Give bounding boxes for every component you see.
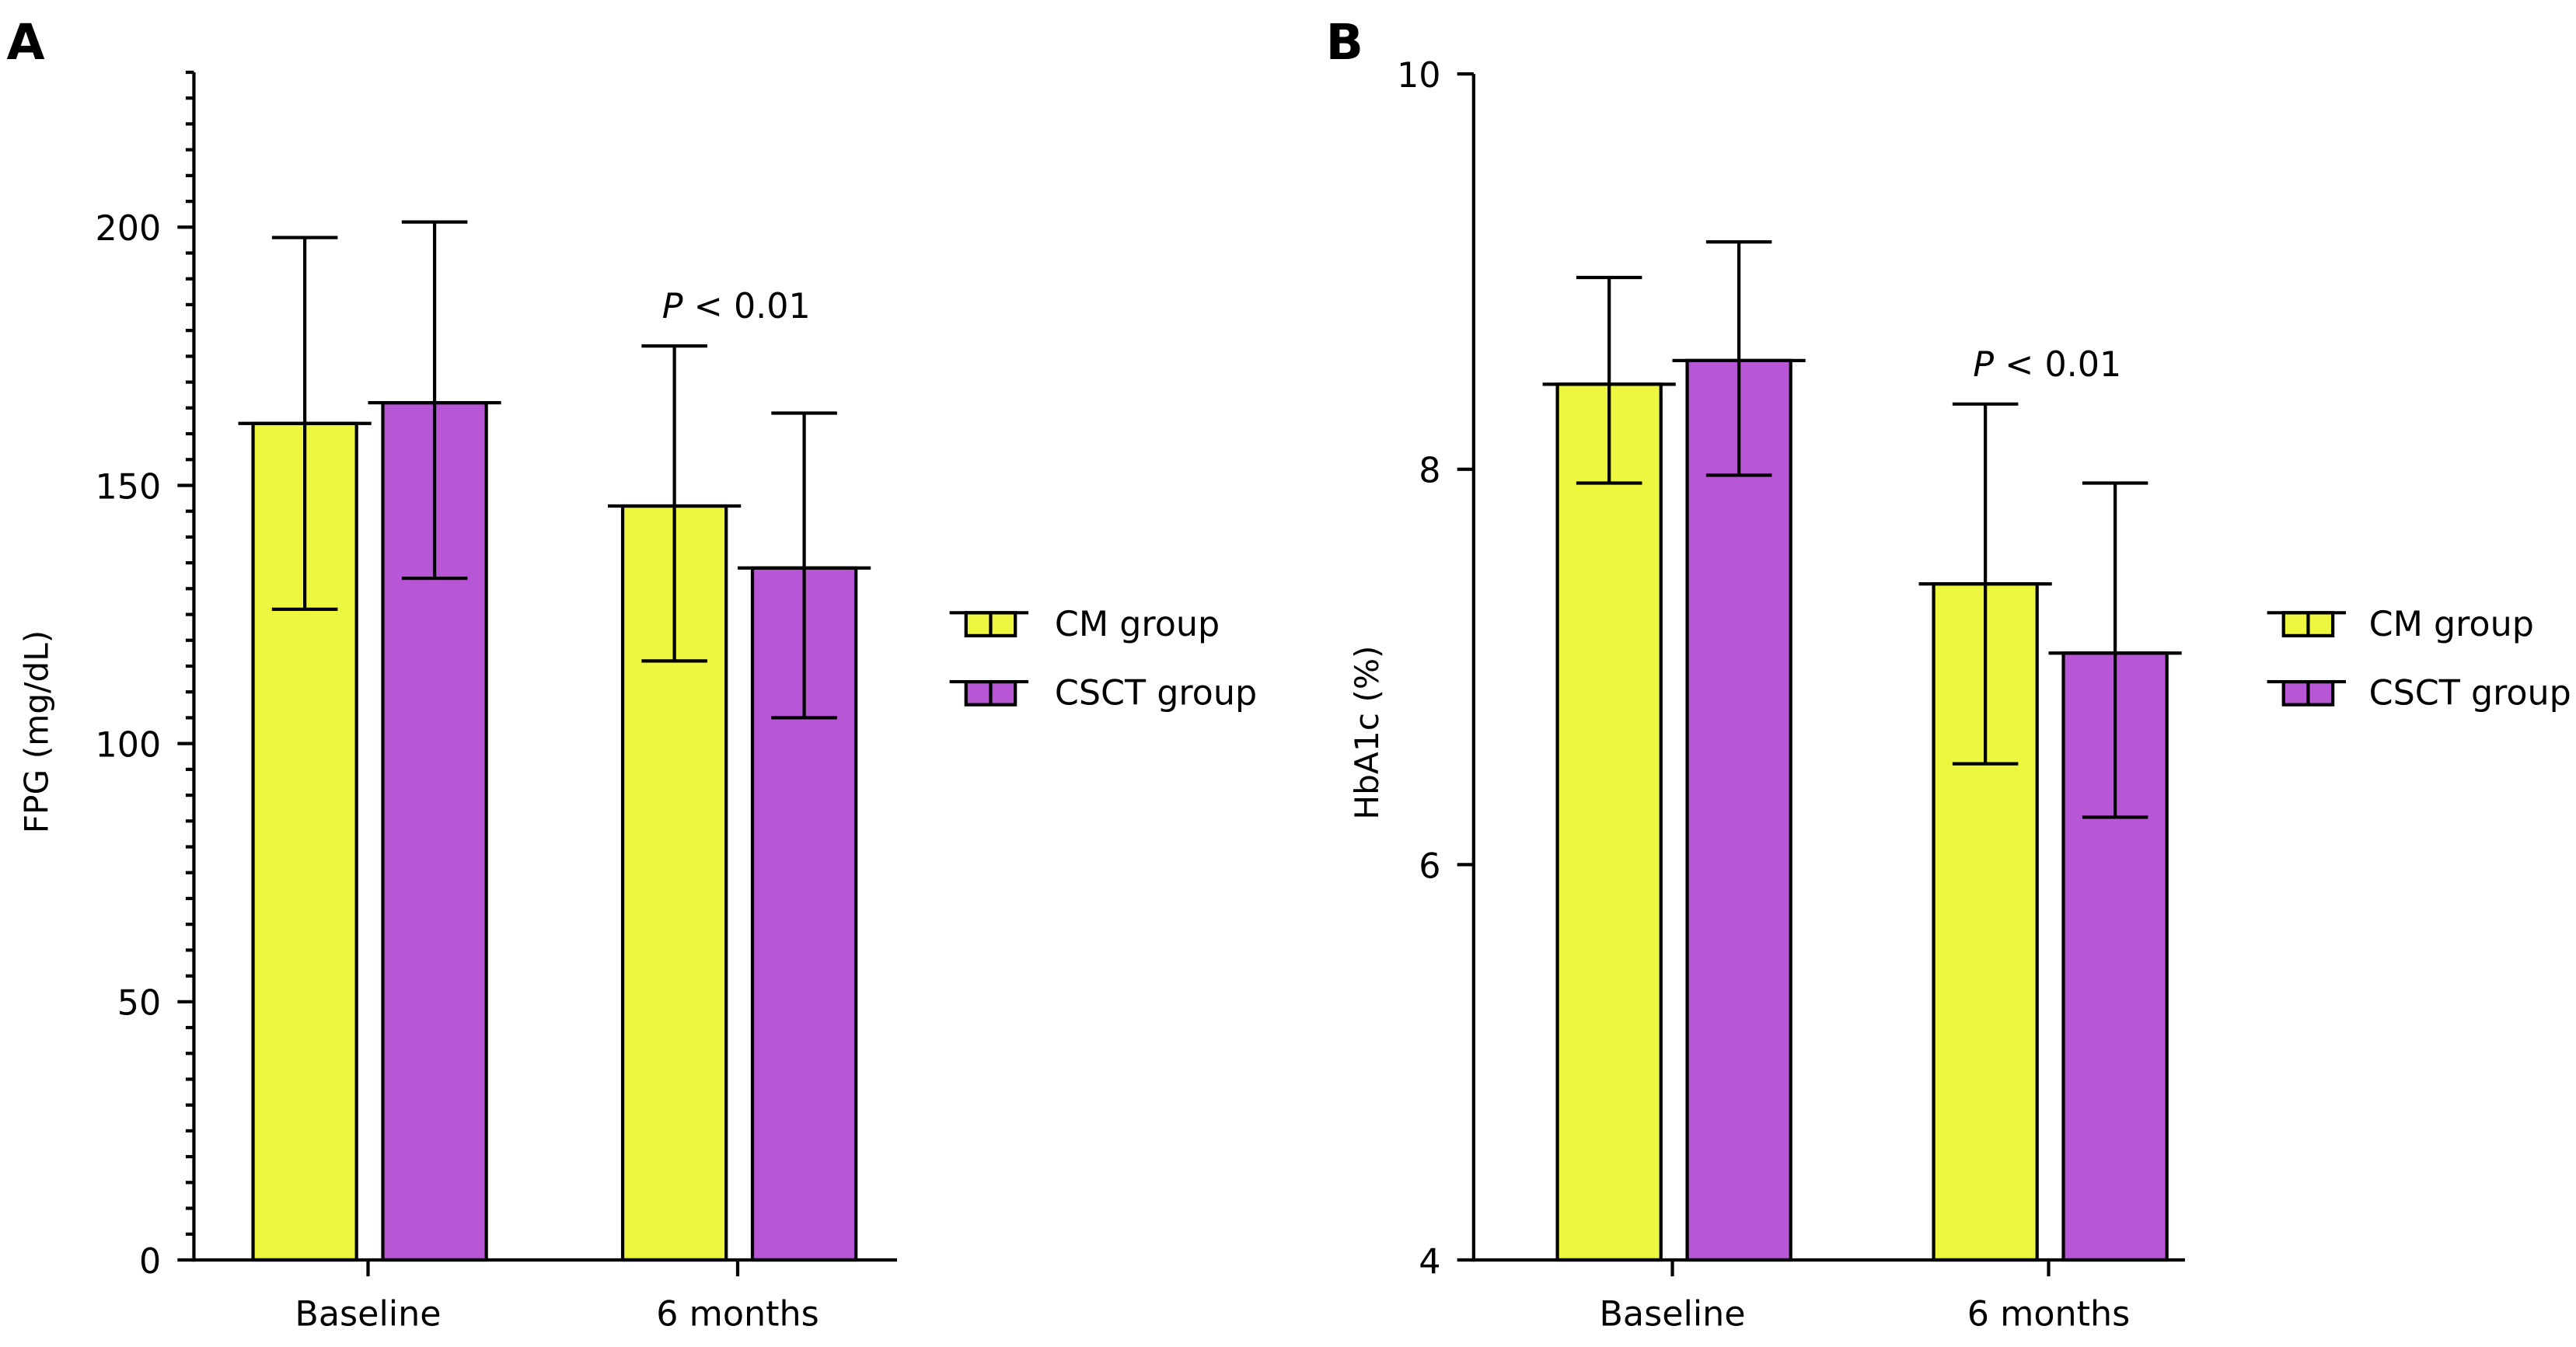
panel-label: B <box>1326 13 1363 71</box>
panel-label: A <box>7 13 45 71</box>
legend-item-csct-group: CSCT group <box>949 674 1257 714</box>
legend-label: CSCT group <box>2369 674 2571 714</box>
p-value-annotation: P < 0.01 <box>662 287 811 326</box>
y-tick-label: 4 <box>1419 1242 1440 1282</box>
y-tick-label: 8 <box>1419 452 1440 491</box>
bar-csct-group-baseline <box>1685 358 1792 1262</box>
panel-B: B 4 6 8 10 Baseline 6 months HbA1c (%) P < 0.01 C… <box>1326 13 2571 1334</box>
legend-label: CM group <box>1055 605 1220 644</box>
p-value-text: < 0.01 <box>683 287 811 326</box>
legend-item-csct-group: CSCT group <box>2267 674 2571 714</box>
p-value-annotation: P < 0.01 <box>1973 345 2121 385</box>
x-tick-label: 6 months <box>1967 1295 2130 1335</box>
x-tick-label: Baseline <box>295 1295 441 1335</box>
x-tick-label: Baseline <box>1599 1295 1745 1335</box>
p-symbol: P <box>662 287 683 326</box>
y-tick-label: 0 <box>139 1242 161 1282</box>
y-tick-label: 150 <box>95 467 161 507</box>
panel-A: A 0 50 100 150 200 Baseline 6 months FPG (mg/dL)… <box>7 13 1258 1334</box>
x-tick-label: 6 months <box>656 1295 819 1335</box>
y-tick-label: 200 <box>95 209 161 249</box>
y-axis-label: FPG (mg/dL) <box>17 630 55 833</box>
legend-item-cm-group: CM group <box>2267 605 2534 644</box>
y-axis-label: HbA1c (%) <box>1348 646 1386 820</box>
legend-label: CM group <box>2369 605 2534 644</box>
p-value-text: < 0.01 <box>1994 345 2121 385</box>
p-symbol: P <box>1973 345 1994 385</box>
y-tick-label: 100 <box>95 726 161 766</box>
y-tick-label: 6 <box>1419 846 1440 886</box>
y-tick-label: 50 <box>117 984 161 1024</box>
legend-label: CSCT group <box>1055 674 1257 714</box>
legend-item-cm-group: CM group <box>949 605 1220 644</box>
y-tick-label: 10 <box>1397 56 1440 96</box>
bar-cm-group-baseline <box>1555 382 1663 1262</box>
